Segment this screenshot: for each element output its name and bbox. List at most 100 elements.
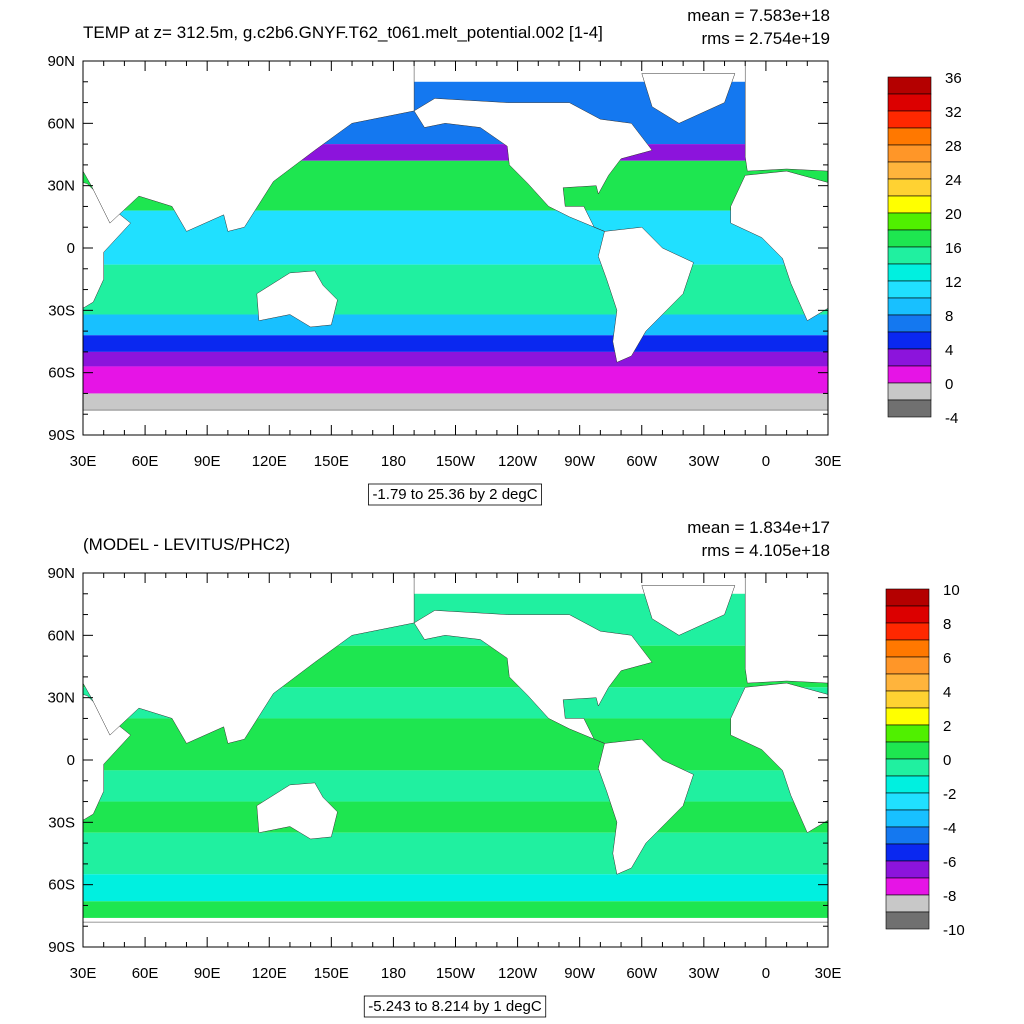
colorbar-box xyxy=(885,639,930,658)
colorbar-label: 8 xyxy=(945,308,953,325)
lon-label: 120W xyxy=(498,965,538,982)
colorbar-box xyxy=(885,809,930,828)
lon-label: 30E xyxy=(70,965,97,982)
colorbar-box xyxy=(885,741,930,760)
colorbar-label: -4 xyxy=(943,820,956,837)
colorbar-box xyxy=(887,127,932,146)
lat-label: 90N xyxy=(47,565,75,582)
lon-label: 150E xyxy=(314,453,349,470)
lon-label: 180 xyxy=(381,453,406,470)
colorbar-label: 16 xyxy=(945,240,962,257)
land xyxy=(641,73,736,124)
colorbar-box xyxy=(887,314,932,333)
lon-label: 120E xyxy=(252,453,287,470)
colorbar-box xyxy=(885,707,930,726)
land xyxy=(641,585,736,636)
lat-label: 30S xyxy=(48,814,75,831)
lon-label: 30E xyxy=(70,453,97,470)
colorbar-box xyxy=(887,93,932,112)
lat-label: 60S xyxy=(48,877,75,894)
lat-label: 0 xyxy=(67,752,75,769)
ocean-band xyxy=(83,393,828,411)
colorbar-box xyxy=(887,246,932,265)
colorbar-box xyxy=(887,263,932,282)
colorbar-box xyxy=(887,331,932,350)
lat-label: 60S xyxy=(48,365,75,382)
colorbar-box xyxy=(887,280,932,299)
ocean-band xyxy=(83,351,828,367)
colorbar-label: 28 xyxy=(945,138,962,155)
range-box xyxy=(363,995,547,1018)
lat-label: 0 xyxy=(67,240,75,257)
colorbar-box xyxy=(887,297,932,316)
colorbar-box xyxy=(887,195,932,214)
colorbar-box xyxy=(887,76,932,95)
colorbar-box xyxy=(885,911,930,930)
colorbar-box xyxy=(887,229,932,248)
colorbar-label: 36 xyxy=(945,70,962,87)
land xyxy=(83,61,415,232)
land xyxy=(744,573,828,684)
lon-label: 120W xyxy=(498,453,538,470)
colorbar-box xyxy=(887,178,932,197)
ocean-band xyxy=(83,770,828,802)
lon-label: 60E xyxy=(132,453,159,470)
colorbar-box xyxy=(887,348,932,367)
panel-title: (MODEL - LEVITUS/PHC2) xyxy=(83,535,290,554)
lon-label: 60E xyxy=(132,965,159,982)
colorbar-label: 2 xyxy=(943,718,951,735)
ocean-band xyxy=(83,264,828,315)
colorbar-box xyxy=(887,399,932,418)
range-label: -5.243 to 8.214 by 1 degC xyxy=(368,998,542,1015)
lon-label: 180 xyxy=(381,965,406,982)
lat-label: 90S xyxy=(48,427,75,444)
colorbar-box xyxy=(885,673,930,692)
land xyxy=(413,610,653,744)
lon-label: 60W xyxy=(626,453,658,470)
lat-label: 60N xyxy=(47,115,75,132)
ocean-band xyxy=(83,874,828,902)
colorbar-label: 0 xyxy=(945,376,953,393)
colorbar-box xyxy=(885,622,930,641)
colorbar-box xyxy=(887,365,932,384)
lat-label: 90S xyxy=(48,939,75,956)
colorbar-label: -2 xyxy=(943,786,956,803)
mean-stat: mean = 1.834e+17 xyxy=(687,518,830,537)
ocean-band xyxy=(83,901,828,918)
lat-label: 30N xyxy=(47,178,75,195)
colorbar-box xyxy=(885,860,930,879)
lon-label: 60W xyxy=(626,965,658,982)
colorbar-label: -6 xyxy=(943,854,956,871)
map-area xyxy=(83,61,828,435)
lon-label: 150W xyxy=(436,965,476,982)
range-label: -1.79 to 25.36 by 2 degC xyxy=(372,486,537,503)
colorbar-box xyxy=(887,161,932,180)
lon-label: 30E xyxy=(815,965,842,982)
ocean-band xyxy=(83,335,828,352)
lon-label: 90W xyxy=(564,965,596,982)
colorbar-label: 8 xyxy=(943,616,951,633)
lon-label: 30W xyxy=(688,453,720,470)
map-area xyxy=(83,573,828,947)
panel-title: TEMP at z= 312.5m, g.c2b6.GNYF.T62_t061.… xyxy=(83,23,603,42)
colorbar-box xyxy=(885,792,930,811)
colorbar-box xyxy=(885,724,930,743)
ocean-band xyxy=(83,366,828,394)
lon-label: 30E xyxy=(815,453,842,470)
colorbar-box xyxy=(885,843,930,862)
colorbar-label: 10 xyxy=(943,582,960,599)
colorbar-label: -4 xyxy=(945,410,958,427)
ocean-band xyxy=(83,801,828,833)
colorbar-label: -8 xyxy=(943,888,956,905)
lon-label: 0 xyxy=(762,965,770,982)
ocean-band xyxy=(83,314,828,336)
land xyxy=(598,738,694,875)
colorbar-box xyxy=(885,690,930,709)
mean-stat: mean = 7.583e+18 xyxy=(687,6,830,25)
colorbar-box xyxy=(885,656,930,675)
rms-stat: rms = 2.754e+19 xyxy=(701,29,830,48)
colorbar-box xyxy=(887,382,932,401)
colorbar-box xyxy=(885,826,930,845)
land xyxy=(730,170,828,322)
